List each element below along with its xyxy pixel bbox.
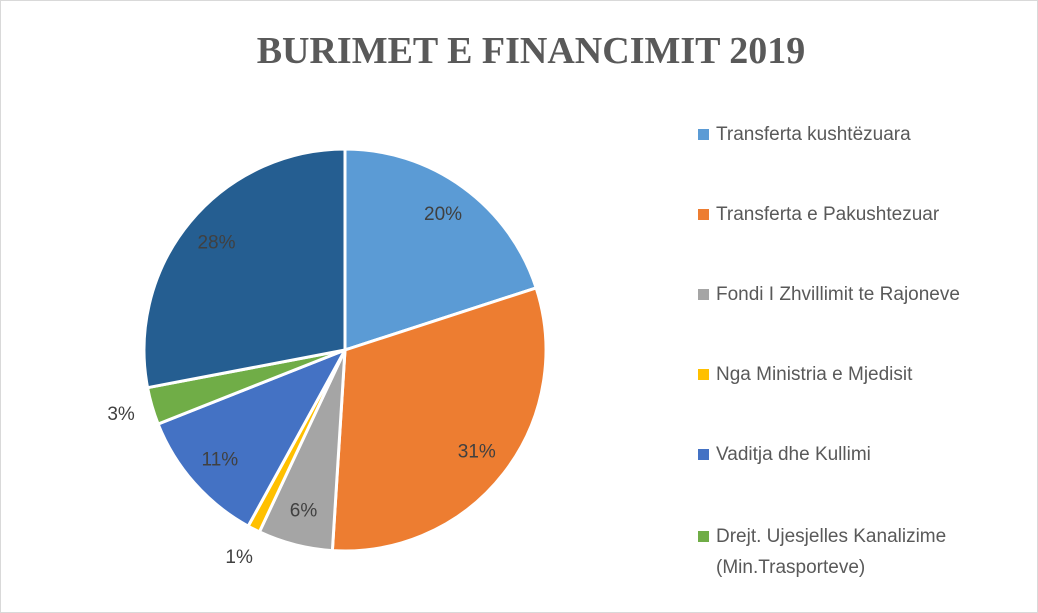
legend-label: Drejt. Ujesjelles Kanalizime (Min.Traspo…	[716, 526, 947, 578]
legend-swatch	[698, 209, 709, 220]
legend-label: Nga Ministria e Mjedisit	[716, 364, 913, 385]
pie-slice	[156, 347, 349, 529]
slice-label: 3%	[107, 404, 135, 425]
legend-label: Fondi I Zhvillimit te Rajoneve	[716, 284, 960, 305]
slice-label: 11%	[202, 449, 239, 470]
legend-swatch	[698, 449, 709, 460]
pie-slice	[142, 147, 347, 390]
slice-label: 20%	[424, 204, 462, 225]
slice-label: 28%	[197, 233, 235, 254]
slice-label: 6%	[290, 501, 318, 522]
pie-slice	[343, 147, 539, 353]
pie-slice	[330, 285, 548, 553]
chart-title: BURIMET E FINANCIMIT 2019	[256, 30, 806, 72]
legend-label: Transferta e Pakushtezuar	[716, 204, 940, 225]
slice-label: 1%	[225, 547, 253, 568]
legend-swatch	[698, 531, 709, 542]
legend-swatch	[698, 369, 709, 380]
legend-label: Vaditja dhe Kullimi	[716, 444, 871, 465]
slice-label: 31%	[458, 441, 496, 462]
legend-swatch	[698, 289, 709, 300]
legend-label: Transferta kushtëzuara	[716, 124, 911, 145]
legend-swatch	[698, 129, 709, 140]
